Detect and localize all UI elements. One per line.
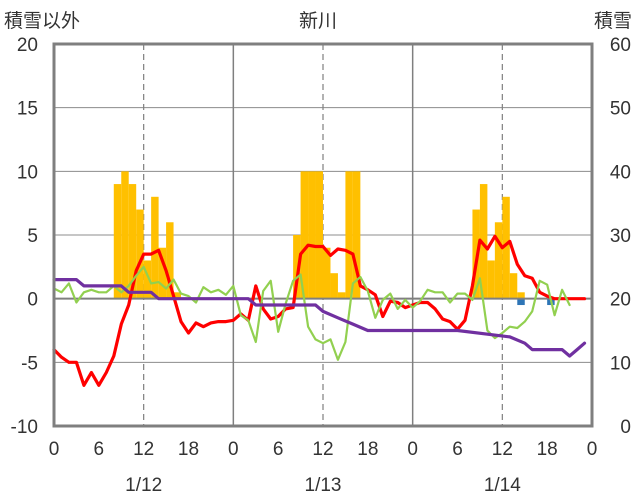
bar	[517, 298, 525, 306]
x-tick-label: 0	[228, 439, 239, 460]
x-tick-label: 18	[537, 439, 558, 460]
day-label: 1/13	[305, 475, 342, 496]
left-tick-label: 15	[17, 99, 38, 120]
day-label: 1/14	[484, 475, 521, 496]
bar	[502, 196, 510, 299]
bar	[173, 292, 182, 299]
bar	[158, 247, 167, 299]
left-tick-label: 10	[17, 162, 38, 183]
bar	[330, 273, 338, 299]
left-axis-label: 積雪以外	[4, 10, 80, 32]
bar	[308, 171, 316, 299]
x-tick-label: 12	[492, 439, 513, 460]
left-tick-label: -10	[11, 417, 38, 438]
right-tick-label: 10	[610, 353, 631, 374]
bar	[121, 171, 129, 299]
bar	[143, 260, 152, 299]
x-tick-label: 12	[133, 439, 154, 460]
bar	[315, 171, 323, 299]
bar	[293, 235, 301, 299]
series-line	[52, 278, 587, 358]
line-layer	[52, 234, 587, 387]
x-tick-label: 0	[407, 439, 418, 460]
left-tick-label: 5	[27, 226, 38, 247]
right-tick-label: 0	[620, 417, 631, 438]
bar	[352, 171, 361, 299]
bar	[337, 292, 346, 299]
bar	[345, 171, 353, 299]
right-tick-label: 50	[610, 99, 631, 120]
x-tick-label: 6	[273, 439, 284, 460]
bar	[323, 247, 331, 299]
day-label: 1/12	[125, 475, 162, 496]
bar	[494, 222, 503, 299]
bar	[487, 260, 495, 299]
bar	[479, 184, 488, 299]
left-tick-label: -5	[21, 353, 38, 374]
plot-area-frame	[52, 42, 594, 428]
bar	[136, 209, 144, 299]
x-tick-label: 0	[587, 439, 598, 460]
series-line	[52, 265, 571, 361]
chart-title: 新川	[299, 10, 337, 32]
bar	[300, 171, 309, 299]
bar-layer	[113, 171, 555, 306]
bar	[509, 273, 518, 299]
left-axis-ticks: -10 -5 0 5 10 15 20	[11, 35, 38, 438]
x-axis-ticks: 0 6 12 18 0 6 12 18 0 6 12 18 0	[49, 439, 598, 460]
right-axis-ticks: 0 10 20 30 40 50 60	[610, 35, 631, 438]
x-tick-label: 6	[94, 439, 105, 460]
x-tick-label: 0	[49, 439, 60, 460]
bar	[113, 184, 122, 299]
right-tick-label: 30	[610, 226, 631, 247]
x-tick-label: 12	[312, 439, 333, 460]
series-line	[52, 234, 587, 387]
bar	[166, 222, 174, 299]
right-tick-label: 60	[610, 35, 631, 56]
x-tick-label: 18	[357, 439, 378, 460]
x-tick-label: 6	[452, 439, 463, 460]
left-tick-label: 0	[27, 290, 38, 311]
right-axis-label: 積雪	[594, 10, 632, 32]
right-tick-label: 40	[610, 162, 631, 183]
x-tick-label: 18	[178, 439, 199, 460]
left-tick-label: 20	[17, 35, 38, 56]
bar	[151, 196, 159, 299]
bar	[517, 292, 525, 299]
x-axis-day-labels: 1/12 1/13 1/14	[125, 475, 521, 496]
right-tick-label: 20	[610, 290, 631, 311]
bar	[128, 184, 137, 299]
